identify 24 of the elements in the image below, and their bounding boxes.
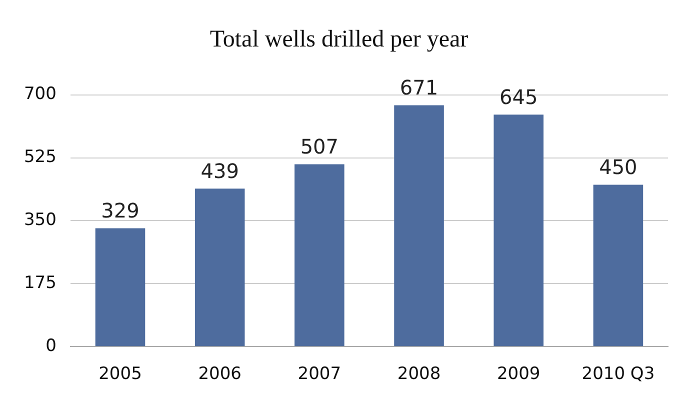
x-tick-label: 2009 (496, 364, 540, 384)
bar (394, 105, 444, 346)
x-tick-label: 2008 (397, 364, 441, 384)
y-tick-label: 700 (24, 84, 56, 104)
chart-title: Total wells drilled per year (210, 26, 468, 53)
data-label: 671 (400, 75, 438, 100)
bar (494, 114, 544, 346)
data-label: 507 (300, 134, 339, 158)
data-label: 450 (599, 154, 638, 179)
x-tick-label: 2006 (198, 364, 242, 384)
bar (294, 164, 344, 346)
data-label: 439 (200, 158, 239, 183)
y-tick-label: 350 (24, 210, 56, 230)
x-tick-label: 2010 Q3 (582, 364, 655, 384)
data-label: 329 (101, 198, 140, 222)
bar (593, 184, 644, 346)
bar (95, 228, 146, 346)
x-tick-label: 2005 (98, 364, 142, 384)
data-label: 645 (500, 84, 538, 109)
bar (194, 188, 245, 346)
y-tick-label: 0 (46, 336, 56, 356)
y-tick-label: 525 (24, 147, 56, 168)
x-tick-label: 2007 (298, 364, 342, 384)
y-tick-label: 175 (24, 273, 56, 294)
